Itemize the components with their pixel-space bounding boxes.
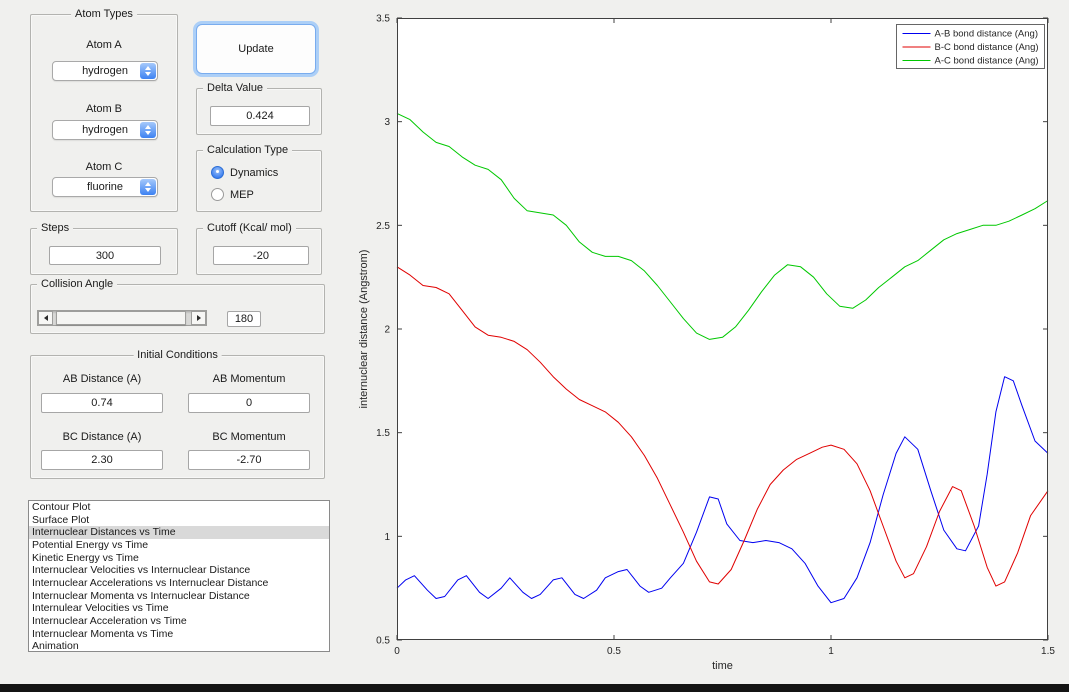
- plot-list-item[interactable]: Internuclear Momenta vs Internuclear Dis…: [32, 589, 250, 602]
- y-tick-label: 2: [384, 325, 390, 336]
- cutoff-field[interactable]: -20: [213, 246, 309, 265]
- y-tick-label: 1: [384, 532, 390, 543]
- bc-momentum-label: BC Momentum: [212, 431, 286, 443]
- y-tick-label: 3.5: [376, 14, 390, 25]
- collision-angle-slider[interactable]: [37, 310, 207, 326]
- plot-list-item[interactable]: Kinetic Energy vs Time: [32, 551, 139, 564]
- plot-type-list[interactable]: Contour Plot Surface Plot Internuclear Dis…: [28, 500, 330, 652]
- radio-dynamics-label: Dynamics: [230, 166, 279, 179]
- bc-distance-field[interactable]: 2.30: [41, 450, 163, 470]
- atom-b-value: hydrogen: [82, 124, 128, 136]
- atom-b-label: Atom B: [85, 103, 123, 115]
- calculation-type-title: Calculation Type: [203, 144, 293, 157]
- y-axis-label: internuclear distance (Angstrom): [358, 250, 370, 409]
- series-line: [396, 112, 1049, 340]
- atom-b-select[interactable]: hydrogen: [52, 120, 158, 140]
- atom-a-label: Atom A: [86, 39, 122, 51]
- radio-dynamics[interactable]: Dynamics: [211, 166, 278, 179]
- calculation-type-panel: Calculation Type Dynamics MEP: [196, 144, 322, 212]
- x-tick-label: 1: [828, 646, 834, 657]
- update-button[interactable]: Update: [196, 24, 316, 74]
- plot-list-item[interactable]: Internuclear Velocities vs Internuclear …: [32, 564, 251, 577]
- atom-a-value: hydrogen: [82, 65, 128, 77]
- atom-c-select[interactable]: fluorine: [52, 177, 158, 197]
- combo-stepper-icon[interactable]: [140, 63, 156, 79]
- plot-list-item[interactable]: Contour Plot: [32, 501, 91, 513]
- steps-panel: Steps 300: [30, 222, 178, 275]
- bottom-window-edge: [0, 684, 1069, 692]
- steps-title: Steps: [37, 222, 74, 235]
- series-line: [396, 266, 1049, 587]
- plot-list-item[interactable]: Internulear Velocities vs Time: [32, 602, 169, 615]
- radio-mep-label: MEP: [230, 188, 254, 201]
- plot-list-item[interactable]: Internuclear Accelerations vs Internucle…: [32, 576, 269, 589]
- plot-list-item[interactable]: Internuclear Distances vs Time: [29, 526, 329, 539]
- cutoff-title: Cutoff (Kcal/ mol): [203, 222, 296, 235]
- plot-list-item[interactable]: Animation: [32, 640, 79, 652]
- atom-types-panel: Atom Types Atom A hydrogen Atom B hydrog…: [30, 8, 178, 212]
- combo-stepper-icon[interactable]: [140, 122, 156, 138]
- plot-list-item[interactable]: Internuclear Acceleration vs Time: [32, 614, 187, 627]
- delta-value-title: Delta Value: [203, 82, 268, 95]
- y-tick-label: 0.5: [376, 636, 390, 647]
- delta-value-panel: Delta Value 0.424: [196, 82, 322, 135]
- x-tick-label: 1.5: [1041, 646, 1055, 657]
- radio-dynamics-icon[interactable]: [211, 166, 224, 179]
- plot-list-item[interactable]: Internuclear Momenta vs Time: [32, 627, 174, 640]
- radio-mep[interactable]: MEP: [211, 188, 254, 201]
- bc-momentum-field[interactable]: -2.70: [188, 450, 310, 470]
- delta-value-field[interactable]: 0.424: [210, 106, 310, 126]
- y-tick-label: 1.5: [376, 428, 390, 439]
- chart: 0 0.5 1 1.5 0.5 1 1.5 2 2.5 3 3.5 time internuclear …: [358, 14, 1055, 673]
- radio-mep-icon[interactable]: [211, 188, 224, 201]
- x-tick-label: 0: [394, 646, 400, 657]
- ab-distance-field[interactable]: 0.74: [41, 393, 163, 413]
- legend-entry-label: A-C bond distance (Ang): [935, 56, 1039, 67]
- steps-field[interactable]: 300: [49, 246, 161, 265]
- combo-stepper-icon[interactable]: [140, 179, 156, 195]
- ab-momentum-label: AB Momentum: [212, 373, 286, 385]
- slider-thumb[interactable]: [56, 311, 186, 325]
- bc-distance-label: BC Distance (A): [62, 431, 142, 443]
- x-axis-label: time: [712, 660, 733, 672]
- series-line: [396, 376, 1049, 604]
- ab-distance-label: AB Distance (A): [62, 373, 142, 385]
- collision-angle-panel: Collision Angle 180: [30, 278, 325, 334]
- y-tick-label: 2.5: [376, 221, 390, 232]
- collision-angle-field[interactable]: 180: [227, 311, 261, 327]
- atom-types-title: Atom Types: [71, 8, 137, 21]
- ab-momentum-field[interactable]: 0: [188, 393, 310, 413]
- legend-entry-label: B-C bond distance (Ang): [935, 42, 1039, 53]
- y-tick-label: 3: [384, 117, 390, 128]
- plot-list-item[interactable]: Potential Energy vs Time: [32, 538, 149, 551]
- atom-a-select[interactable]: hydrogen: [52, 61, 158, 81]
- cutoff-panel: Cutoff (Kcal/ mol) -20: [196, 222, 322, 275]
- atom-c-label: Atom C: [85, 161, 123, 173]
- atom-c-value: fluorine: [86, 181, 124, 193]
- plot-list-item[interactable]: Surface Plot: [32, 513, 90, 526]
- legend-entry-label: A-B bond distance (Ang): [935, 29, 1039, 40]
- slider-right-arrow-icon[interactable]: [191, 311, 206, 325]
- x-tick-label: 0.5: [607, 646, 621, 657]
- slider-left-arrow-icon[interactable]: [38, 311, 53, 325]
- collision-angle-title: Collision Angle: [37, 278, 118, 291]
- initial-conditions-title: Initial Conditions: [133, 349, 222, 362]
- initial-conditions-panel: Initial Conditions AB Distance (A) AB Mo…: [30, 349, 325, 479]
